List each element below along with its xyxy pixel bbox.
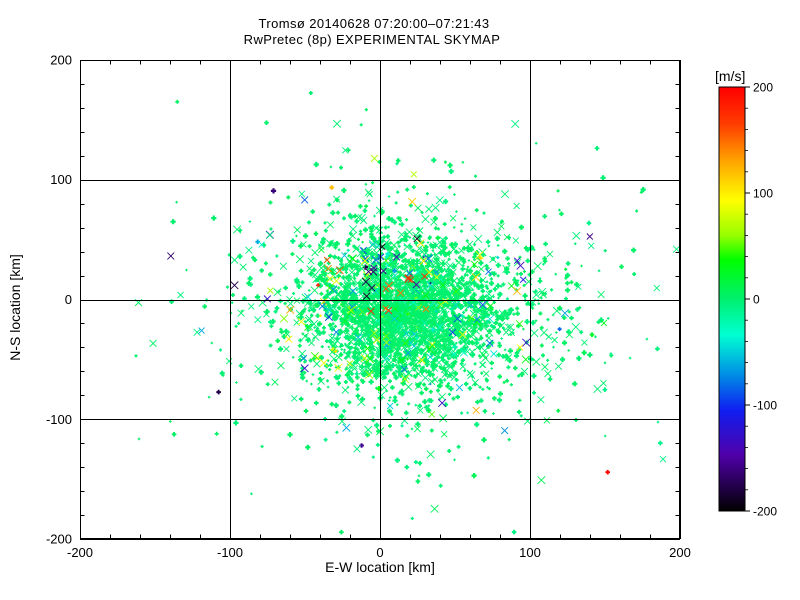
svg-text:200: 200 (669, 545, 691, 560)
svg-text:200: 200 (753, 81, 773, 95)
svg-text:200: 200 (50, 53, 72, 68)
svg-text:100: 100 (519, 545, 541, 560)
svg-text:[m/s]: [m/s] (715, 68, 745, 84)
svg-text:100: 100 (753, 187, 773, 201)
svg-text:-200: -200 (753, 505, 777, 519)
svg-text:100: 100 (50, 172, 72, 187)
svg-text:N-S location [km]: N-S location [km] (7, 254, 23, 361)
svg-text:-200: -200 (46, 532, 72, 547)
svg-text:Tromsø 20140628 07:20:00‒0: Tromsø 20140628 07:20:00‒07:21:43 (259, 16, 490, 31)
svg-text:-200: -200 (67, 545, 93, 560)
svg-text:0: 0 (753, 293, 760, 307)
svg-text:0: 0 (65, 292, 72, 307)
svg-text:0: 0 (376, 545, 383, 560)
svg-text:-100: -100 (217, 545, 243, 560)
svg-text:-100: -100 (753, 399, 777, 413)
svg-text:-100: -100 (46, 412, 72, 427)
svg-text:RwPretec (8p) EXPERIMENTAL SK: RwPretec (8p) EXPERIMENTAL SKYMAP (244, 32, 501, 47)
svg-text:E-W location [km]: E-W location [km] (325, 559, 435, 575)
